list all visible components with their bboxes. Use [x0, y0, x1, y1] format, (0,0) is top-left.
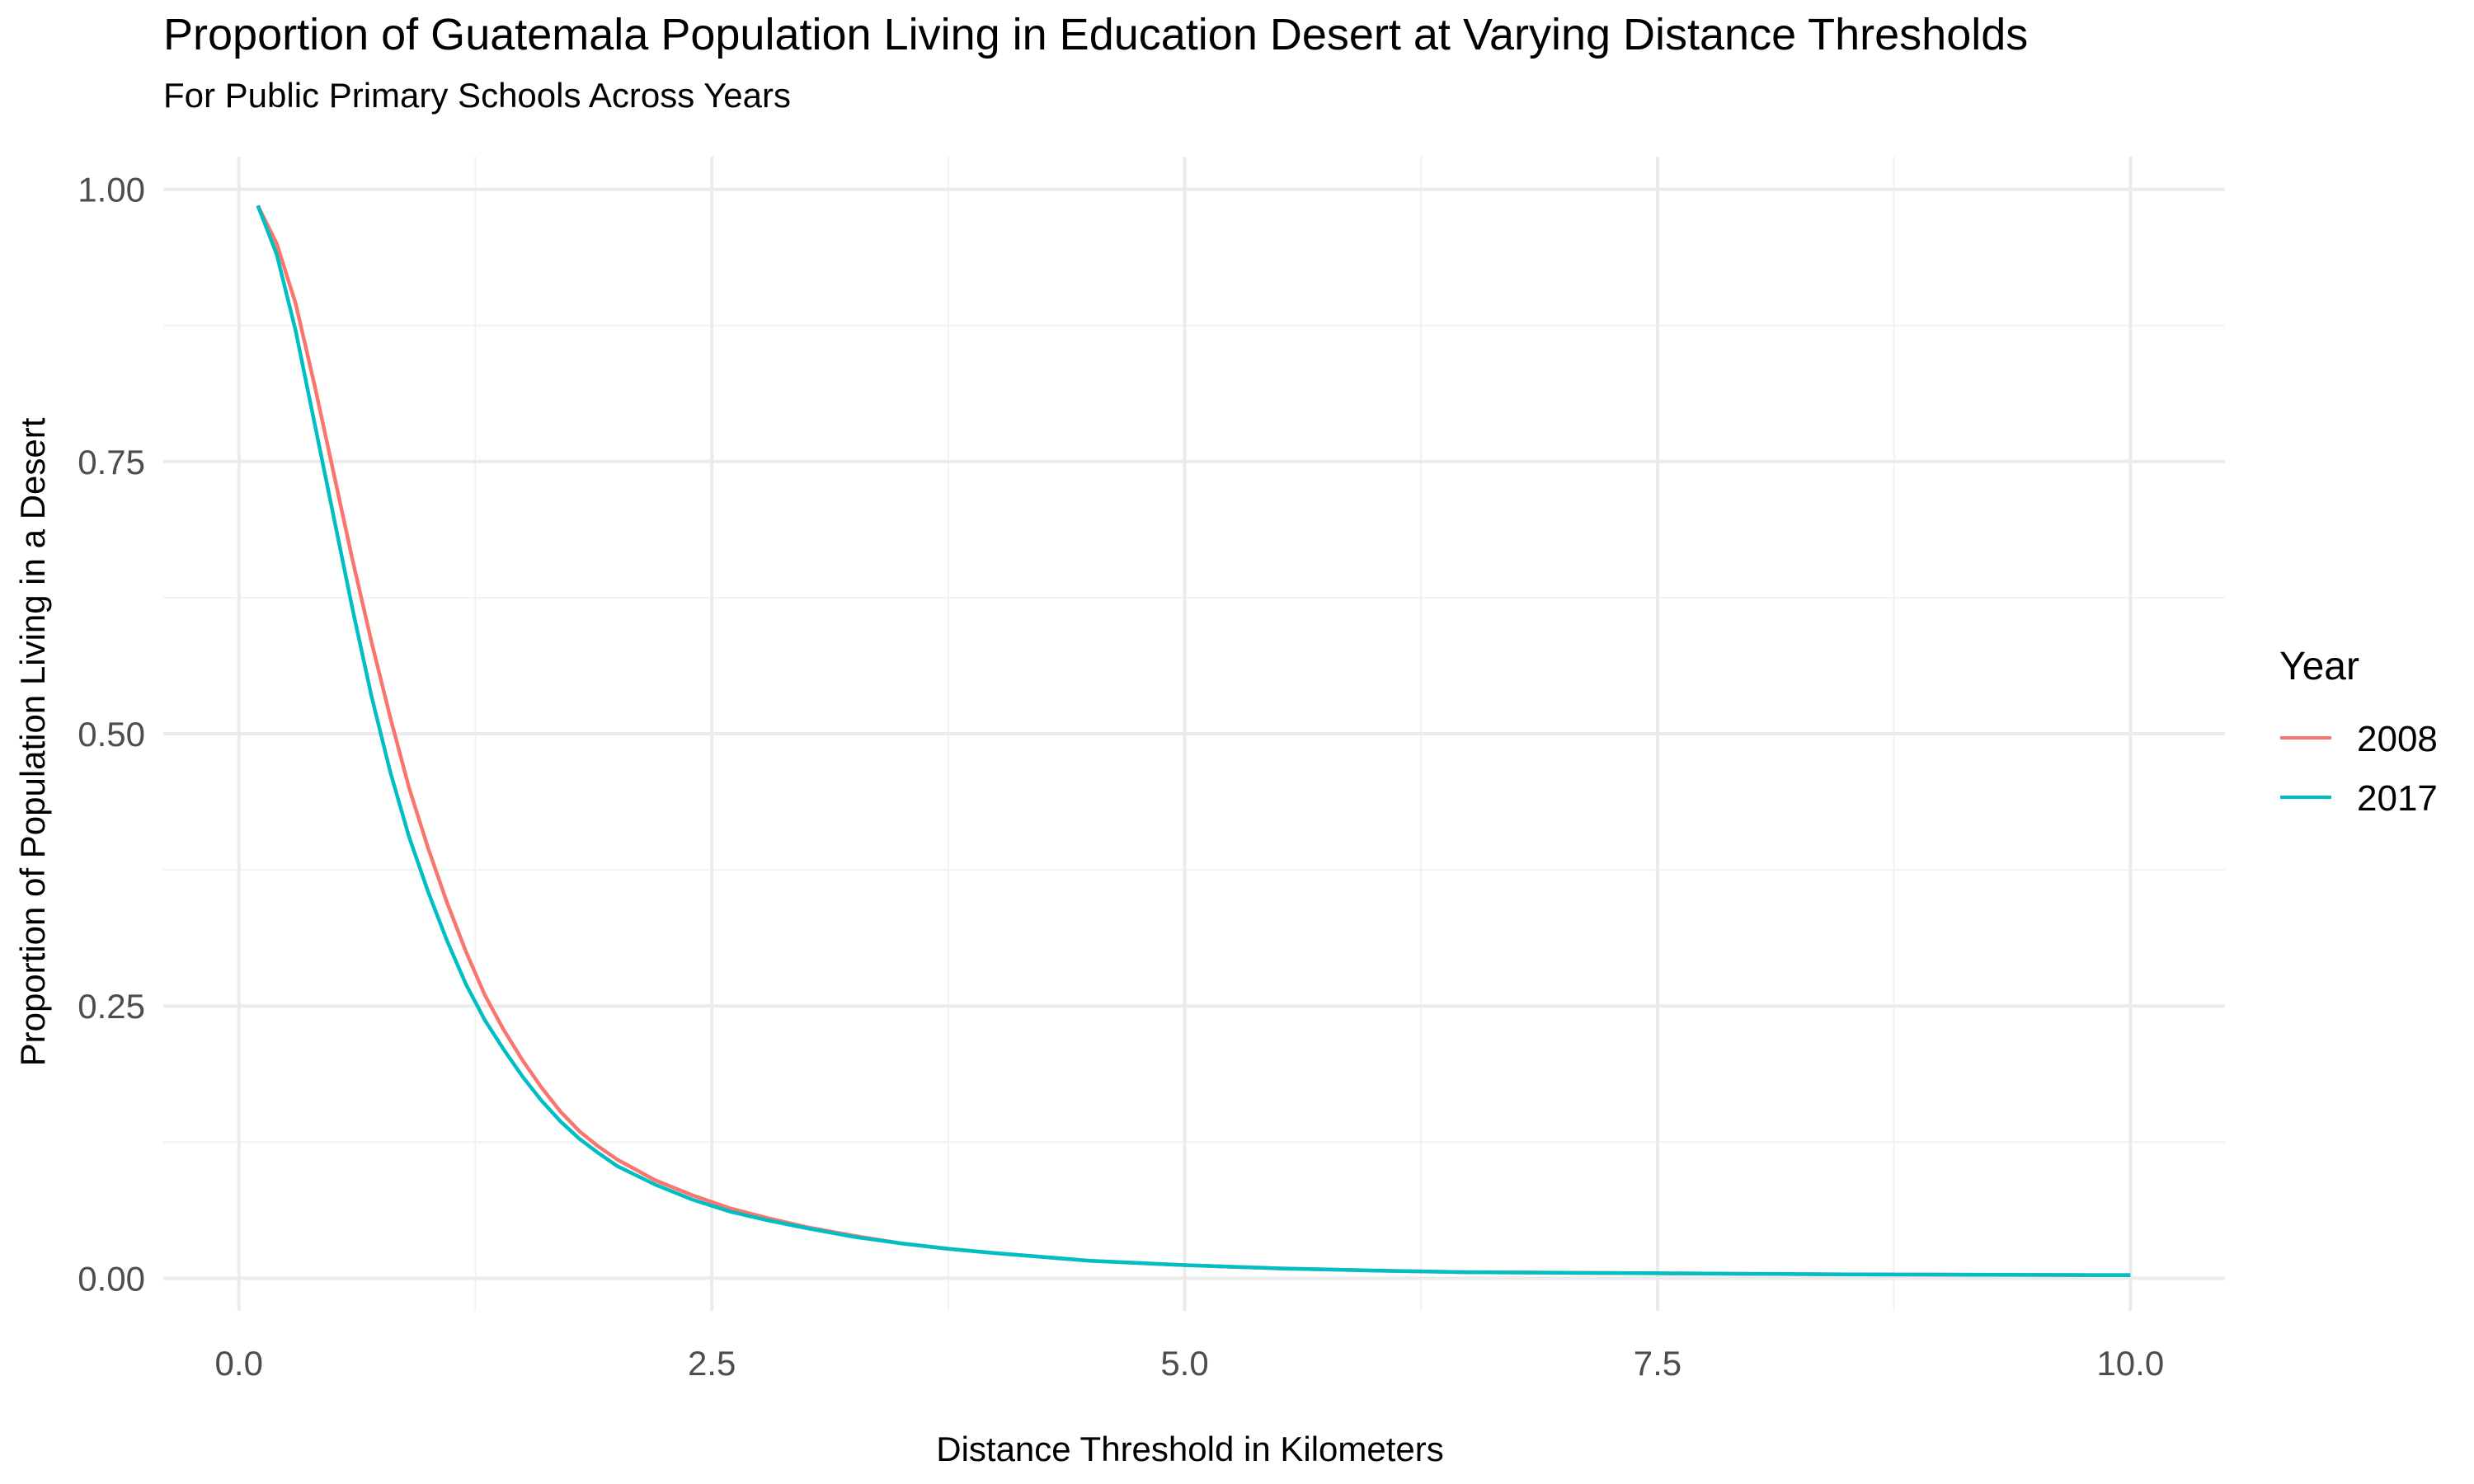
series-line-2017: [256, 204, 2131, 1277]
y-tick-label: 0.75: [78, 443, 145, 481]
y-axis-label: Proportion of Population Living in a Des…: [13, 417, 52, 1066]
chart-title: Proportion of Guatemala Population Livin…: [163, 10, 2028, 59]
y-tick-label: 0.00: [78, 1259, 145, 1298]
x-tick-label: 5.0: [1160, 1344, 1208, 1383]
series-lines: [256, 204, 2131, 1277]
legend-items: 2008 2017: [2280, 719, 2438, 819]
y-axis-ticks: 0.00 0.25 0.50 0.75 1.00: [78, 171, 145, 1298]
x-tick-label: 10.0: [2096, 1344, 2164, 1383]
x-tick-label: 2.5: [688, 1344, 736, 1383]
x-tick-label: 0.0: [215, 1344, 263, 1383]
legend: Year 2008 2017: [2279, 645, 2438, 819]
series-line-2008: [256, 204, 2131, 1277]
y-tick-label: 0.25: [78, 987, 145, 1026]
legend-label-2017: 2017: [2357, 778, 2438, 819]
x-axis-label: Distance Threshold in Kilometers: [936, 1430, 1444, 1468]
x-tick-label: 7.5: [1634, 1344, 1681, 1383]
legend-label-2008: 2008: [2357, 719, 2438, 759]
grid: [163, 157, 2225, 1311]
y-tick-label: 1.00: [78, 171, 145, 209]
y-tick-label: 0.50: [78, 715, 145, 754]
x-axis-ticks: 0.0 2.5 5.0 7.5 10.0: [215, 1344, 2165, 1383]
legend-title: Year: [2279, 645, 2359, 688]
chart-subtitle: For Public Primary Schools Across Years: [163, 76, 791, 115]
